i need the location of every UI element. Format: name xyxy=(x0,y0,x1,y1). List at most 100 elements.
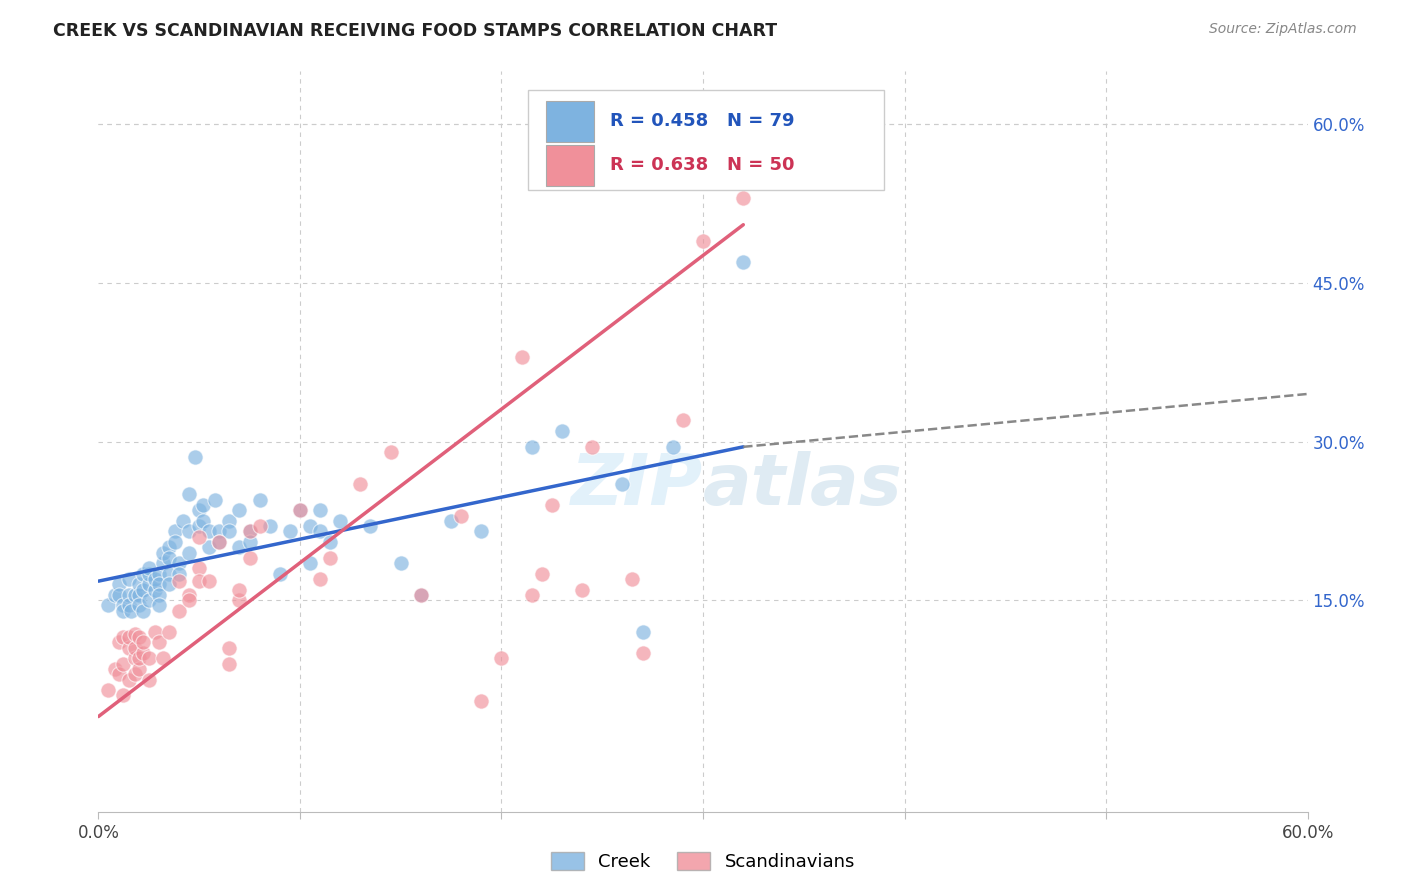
Point xyxy=(193,514,215,528)
Point xyxy=(672,413,695,427)
Point xyxy=(138,561,160,575)
Point xyxy=(188,574,211,589)
Point xyxy=(118,640,141,655)
Point xyxy=(118,630,141,644)
Text: R = 0.458   N = 79: R = 0.458 N = 79 xyxy=(610,112,794,130)
Point xyxy=(491,651,513,665)
Point xyxy=(157,577,180,591)
Point xyxy=(124,667,146,681)
Point xyxy=(510,350,533,364)
Point xyxy=(218,640,240,655)
Point xyxy=(179,546,201,560)
Point xyxy=(138,566,160,581)
FancyBboxPatch shape xyxy=(546,145,595,186)
Point xyxy=(184,450,207,465)
Point xyxy=(97,599,120,613)
Point xyxy=(143,624,166,639)
Point xyxy=(152,556,174,570)
Point xyxy=(249,492,271,507)
Point xyxy=(138,577,160,591)
Point xyxy=(198,541,221,555)
Point xyxy=(551,424,574,438)
Point xyxy=(103,588,125,602)
Point xyxy=(132,635,155,649)
Point xyxy=(329,514,352,528)
Point xyxy=(218,657,240,671)
Point xyxy=(107,667,129,681)
Point xyxy=(128,651,150,665)
Point xyxy=(299,519,322,533)
Point xyxy=(520,588,543,602)
Point xyxy=(239,535,262,549)
Point xyxy=(148,566,170,581)
Point xyxy=(124,651,146,665)
Point xyxy=(309,572,332,586)
FancyBboxPatch shape xyxy=(546,101,595,142)
Point xyxy=(157,624,180,639)
Point xyxy=(239,550,262,565)
Point xyxy=(208,535,231,549)
Point xyxy=(107,588,129,602)
Point xyxy=(97,683,120,698)
Point xyxy=(167,574,190,589)
Point xyxy=(138,651,160,665)
Point xyxy=(163,524,186,539)
Point xyxy=(167,556,190,570)
Point xyxy=(128,630,150,644)
Point xyxy=(530,566,553,581)
Text: Source: ZipAtlas.com: Source: ZipAtlas.com xyxy=(1209,22,1357,37)
Point xyxy=(179,524,201,539)
Point xyxy=(152,651,174,665)
Point xyxy=(148,577,170,591)
Point xyxy=(118,572,141,586)
Point xyxy=(198,524,221,539)
Text: atlas: atlas xyxy=(703,451,903,520)
Point xyxy=(152,546,174,560)
Point xyxy=(188,530,211,544)
Point xyxy=(128,588,150,602)
Point xyxy=(228,541,250,555)
Point xyxy=(148,588,170,602)
Point xyxy=(132,646,155,660)
Point xyxy=(179,593,201,607)
Point xyxy=(581,440,603,454)
Text: CREEK VS SCANDINAVIAN RECEIVING FOOD STAMPS CORRELATION CHART: CREEK VS SCANDINAVIAN RECEIVING FOOD STA… xyxy=(53,22,778,40)
Point xyxy=(389,556,412,570)
Point xyxy=(269,566,291,581)
Point xyxy=(120,604,142,618)
Point xyxy=(218,514,240,528)
Point xyxy=(440,514,463,528)
Point xyxy=(118,588,141,602)
Point xyxy=(218,524,240,539)
Point xyxy=(278,524,301,539)
Point xyxy=(124,627,146,641)
Point xyxy=(661,440,683,454)
Point xyxy=(107,577,129,591)
Point xyxy=(631,646,654,660)
Point xyxy=(319,535,342,549)
Point xyxy=(228,503,250,517)
Point xyxy=(111,689,134,703)
Point xyxy=(118,673,141,687)
Point xyxy=(692,234,714,248)
Point xyxy=(167,604,190,618)
Point xyxy=(148,599,170,613)
Point xyxy=(733,191,755,205)
Point xyxy=(249,519,271,533)
Point xyxy=(288,503,311,517)
Point xyxy=(157,566,180,581)
Point xyxy=(208,524,231,539)
Point xyxy=(118,599,141,613)
Point xyxy=(450,508,472,523)
Point xyxy=(138,593,160,607)
Point xyxy=(239,524,262,539)
Point xyxy=(128,599,150,613)
Point xyxy=(148,635,170,649)
Point xyxy=(124,588,146,602)
Point xyxy=(571,582,593,597)
Point xyxy=(409,588,432,602)
Point xyxy=(228,593,250,607)
Text: ZIP: ZIP xyxy=(571,451,703,520)
Point xyxy=(520,440,543,454)
Point xyxy=(128,662,150,676)
